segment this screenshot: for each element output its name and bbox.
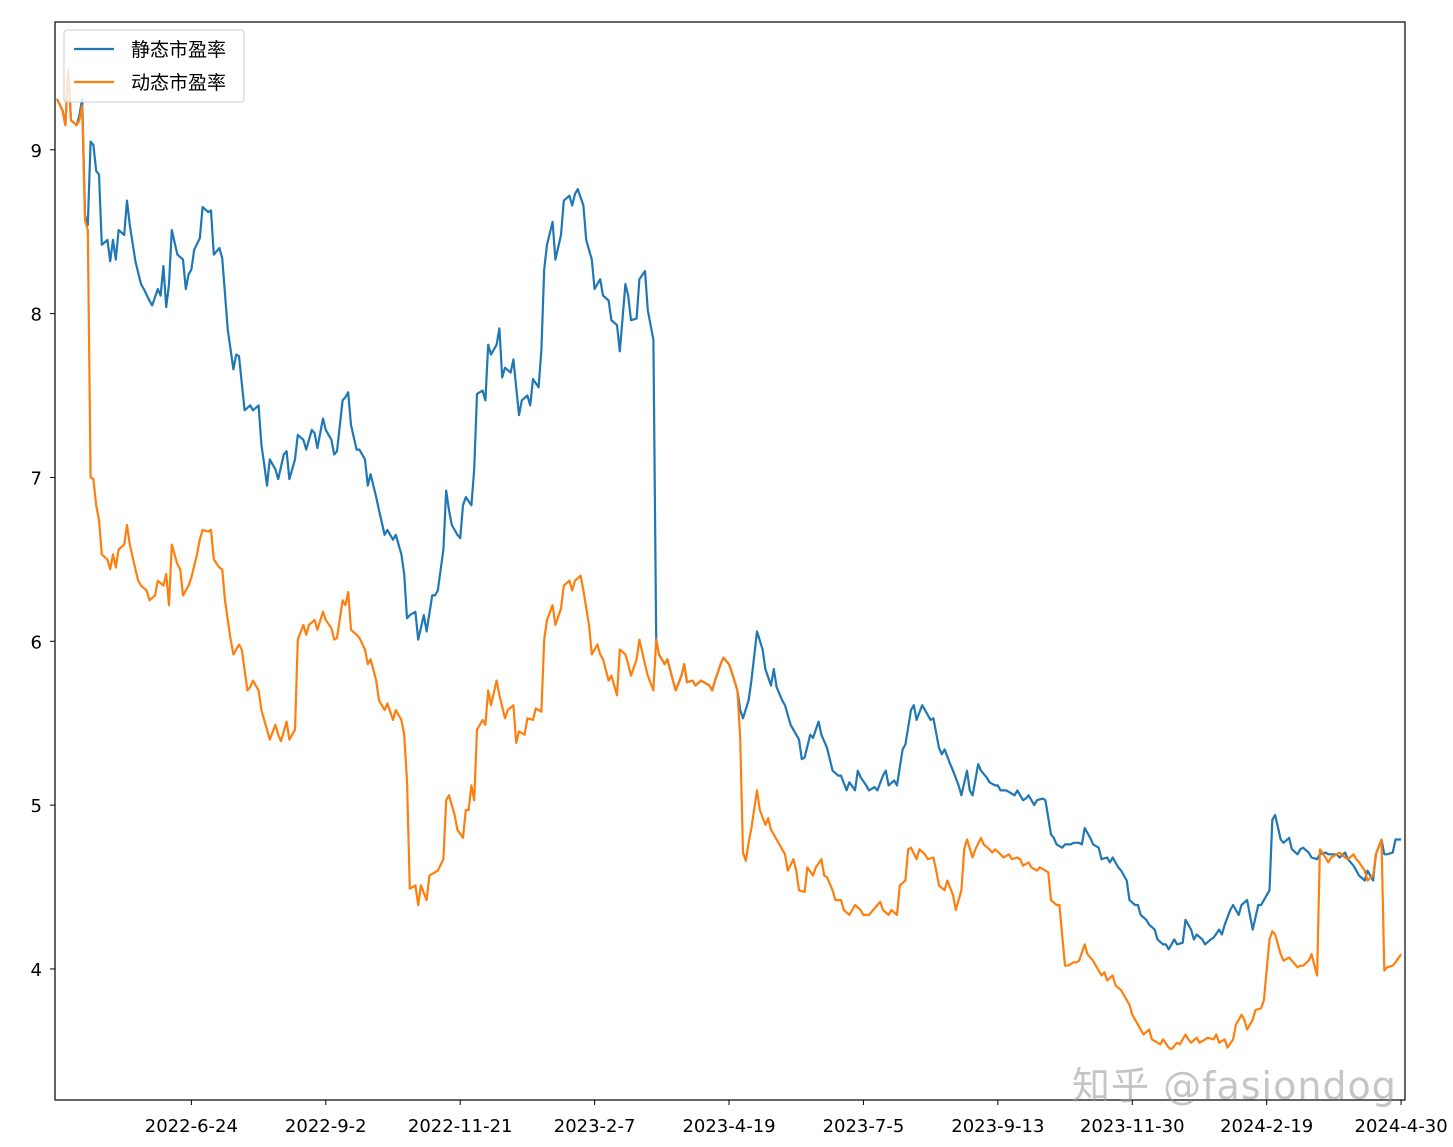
series-line-dynamic-pe: [56, 68, 1403, 1051]
legend: 静态市盈率 动态市盈率: [63, 29, 245, 103]
x-tick-label: 2022-9-2: [285, 1116, 367, 1137]
x-tick-label: 2023-9-13: [951, 1116, 1044, 1137]
legend-label-dynamic-pe: 动态市盈率: [131, 72, 226, 94]
y-tick-label: 4: [31, 960, 42, 981]
x-tick-label: 2022-11-21: [408, 1116, 513, 1137]
series-lines: [56, 68, 1403, 1051]
y-tick-label: 8: [31, 305, 42, 326]
x-tick-label: 2023-4-19: [682, 1116, 775, 1137]
plot-frame: [54, 21, 1406, 1101]
y-axis: 4 5 6 7 8 9: [31, 141, 55, 981]
x-tick-label: 2023-11-30: [1080, 1116, 1185, 1137]
y-tick-label: 7: [31, 468, 42, 489]
series-line-static-pe: [56, 68, 1402, 951]
legend-label-static-pe: 静态市盈率: [131, 39, 226, 61]
x-tick-label: 2024-4-30: [1355, 1116, 1448, 1137]
x-tick-label: 2023-7-5: [823, 1116, 905, 1137]
y-tick-label: 5: [31, 796, 42, 817]
x-tick-label: 2023-2-7: [554, 1116, 636, 1137]
x-axis: 2022-6-24 2022-9-2 2022-11-21 2023-2-7 2023-…: [145, 1100, 1448, 1137]
y-tick-label: 9: [31, 141, 42, 162]
watermark: 知乎 @fasiondog: [1072, 1064, 1397, 1108]
y-tick-label: 6: [31, 632, 42, 653]
x-tick-label: 2022-6-24: [145, 1116, 238, 1137]
x-tick-label: 2024-2-19: [1220, 1116, 1313, 1137]
